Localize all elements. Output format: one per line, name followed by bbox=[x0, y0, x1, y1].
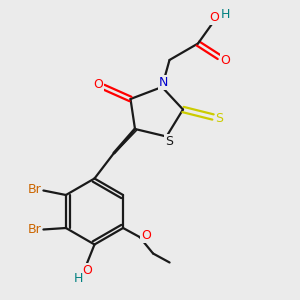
Text: Br: Br bbox=[28, 223, 41, 236]
Text: S: S bbox=[216, 112, 224, 125]
Text: S: S bbox=[166, 135, 173, 148]
Text: O: O bbox=[82, 264, 92, 277]
Text: O: O bbox=[221, 53, 230, 67]
Text: H: H bbox=[73, 272, 83, 285]
Text: Br: Br bbox=[28, 183, 41, 196]
Text: H: H bbox=[221, 8, 230, 22]
Text: O: O bbox=[93, 78, 103, 91]
Text: O: O bbox=[141, 229, 151, 242]
Text: O: O bbox=[210, 11, 219, 24]
Text: N: N bbox=[159, 76, 168, 89]
